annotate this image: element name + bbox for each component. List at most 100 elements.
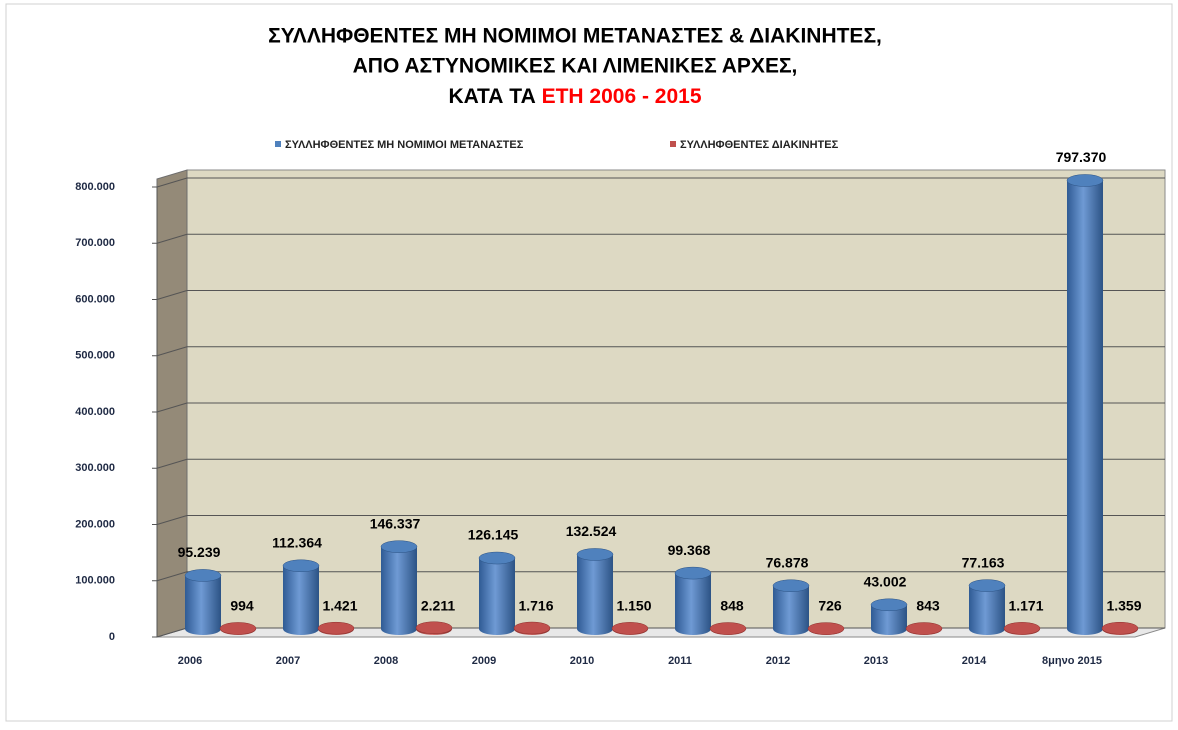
cylinder: [381, 541, 417, 635]
data-label: 1.359: [1106, 598, 1141, 614]
cylinder: [220, 622, 256, 635]
data-label: 112.364: [272, 534, 322, 550]
cylinder-top: [906, 623, 942, 635]
y-tick-label: 500.000: [75, 350, 115, 362]
data-label: 77.163: [962, 554, 1005, 570]
bar: [577, 554, 613, 629]
cylinder: [577, 548, 613, 635]
bar: [675, 573, 711, 629]
data-label: 1.421: [322, 598, 357, 614]
y-tick-label: 300.000: [75, 462, 115, 474]
x-tick-label: 2014: [962, 655, 987, 667]
title-line: ΑΠΟ ΑΣΤΥΝΟΜΙΚΕΣ ΚΑΙ ΛΙΜΕΝΙΚΕΣ ΑΡΧΕΣ,: [353, 55, 798, 78]
cylinder-top: [710, 623, 746, 635]
cylinder-top: [969, 580, 1005, 592]
cylinder: [871, 599, 907, 635]
cylinder: [773, 580, 809, 635]
cylinder: [318, 622, 354, 635]
x-tick-label: 2010: [570, 655, 594, 667]
cylinder-top: [185, 569, 221, 581]
y-tick-label: 400.000: [75, 406, 115, 418]
cylinder-top: [514, 622, 550, 634]
cylinder-top: [1067, 174, 1103, 186]
data-label: 994: [230, 598, 254, 614]
x-tick-label: 2006: [178, 655, 202, 667]
data-label: 132.524: [566, 523, 617, 539]
data-label: 1.150: [616, 598, 651, 614]
bar: [381, 547, 417, 629]
data-label: 146.337: [370, 515, 421, 531]
cylinder-top: [808, 623, 844, 635]
data-label: 797.370: [1056, 149, 1107, 165]
cylinder: [1067, 174, 1103, 635]
data-label: 1.171: [1008, 598, 1043, 614]
cylinder-top: [479, 552, 515, 564]
x-tick-label: 2013: [864, 655, 888, 667]
x-tick-label: 2008: [374, 655, 398, 667]
y-tick-label: 0: [109, 631, 115, 643]
title-line: ΚΑΤΑ ΤΑ ΕΤΗ 2006 - 2015: [448, 85, 701, 108]
title-part: ΚΑΤΑ ΤΑ: [448, 85, 535, 108]
side-wall: [157, 170, 187, 637]
bar: [773, 586, 809, 629]
y-tick-label: 800.000: [75, 181, 115, 193]
bar: [185, 575, 221, 629]
y-tick-label: 200.000: [75, 518, 115, 530]
data-label: 1.716: [518, 598, 553, 614]
cylinder: [1004, 622, 1040, 635]
cylinder: [675, 567, 711, 635]
back-wall: [187, 170, 1165, 628]
cylinder: [612, 622, 648, 635]
y-tick-label: 100.000: [75, 575, 115, 587]
bar: [479, 558, 515, 629]
cylinder: [479, 552, 515, 635]
data-label: 95.239: [178, 544, 221, 560]
cylinder: [808, 623, 844, 635]
cylinder-top: [773, 580, 809, 592]
x-tick-label: 2009: [472, 655, 496, 667]
x-tick-label: 2012: [766, 655, 790, 667]
legend-swatch: [275, 141, 281, 147]
cylinder-top: [612, 622, 648, 634]
cylinder: [514, 622, 550, 635]
cylinder-top: [381, 541, 417, 553]
cylinder-top: [318, 622, 354, 634]
title-part: ΕΤΗ 2006 - 2015: [542, 85, 702, 108]
cylinder: [710, 623, 746, 635]
title-line: ΣΥΛΛΗΦΘΕΝΤΕΣ ΜΗ ΝΟΜΙΜΟΙ ΜΕΤΑΝΑΣΤΕΣ & ΔΙΑ…: [268, 25, 882, 48]
data-label: 43.002: [864, 574, 907, 590]
data-label: 99.368: [668, 542, 711, 558]
cylinder: [906, 623, 942, 635]
legend-label: ΣΥΛΛΗΦΘΕΝΤΕΣ ΜΗ ΝΟΜΙΜΟΙ ΜΕΤΑΝΑΣΤΕΣ: [285, 139, 524, 151]
cylinder: [185, 569, 221, 635]
cylinder-top: [283, 560, 319, 572]
x-tick-label: 8μηνο 2015: [1042, 655, 1102, 667]
cylinder: [969, 580, 1005, 635]
cylinder: [283, 560, 319, 635]
cylinder-top: [220, 622, 256, 634]
cylinder-top: [1102, 622, 1138, 634]
data-label: 126.145: [468, 527, 519, 543]
y-tick-label: 700.000: [75, 237, 115, 249]
bar: [969, 586, 1005, 629]
cylinder-top: [675, 567, 711, 579]
x-tick-label: 2007: [276, 655, 300, 667]
cylinder-top: [1004, 622, 1040, 634]
data-label: 848: [720, 598, 744, 614]
cylinder-top: [871, 599, 907, 611]
y-tick-label: 600.000: [75, 293, 115, 305]
legend-swatch: [670, 141, 676, 147]
data-label: 76.878: [766, 554, 809, 570]
legend-label: ΣΥΛΛΗΦΘΕΝΤΕΣ ΔΙΑΚΙΝΗΤΕΣ: [680, 139, 839, 151]
data-label: 726: [818, 598, 842, 614]
cylinder: [416, 622, 452, 635]
cylinder: [1102, 622, 1138, 635]
bar: [283, 566, 319, 629]
x-tick-label: 2011: [668, 655, 692, 667]
bar: [1067, 180, 1103, 629]
cylinder-top: [577, 548, 613, 560]
data-label: 2.211: [421, 598, 455, 614]
cylinder-top: [416, 622, 452, 634]
data-label: 843: [916, 598, 940, 614]
